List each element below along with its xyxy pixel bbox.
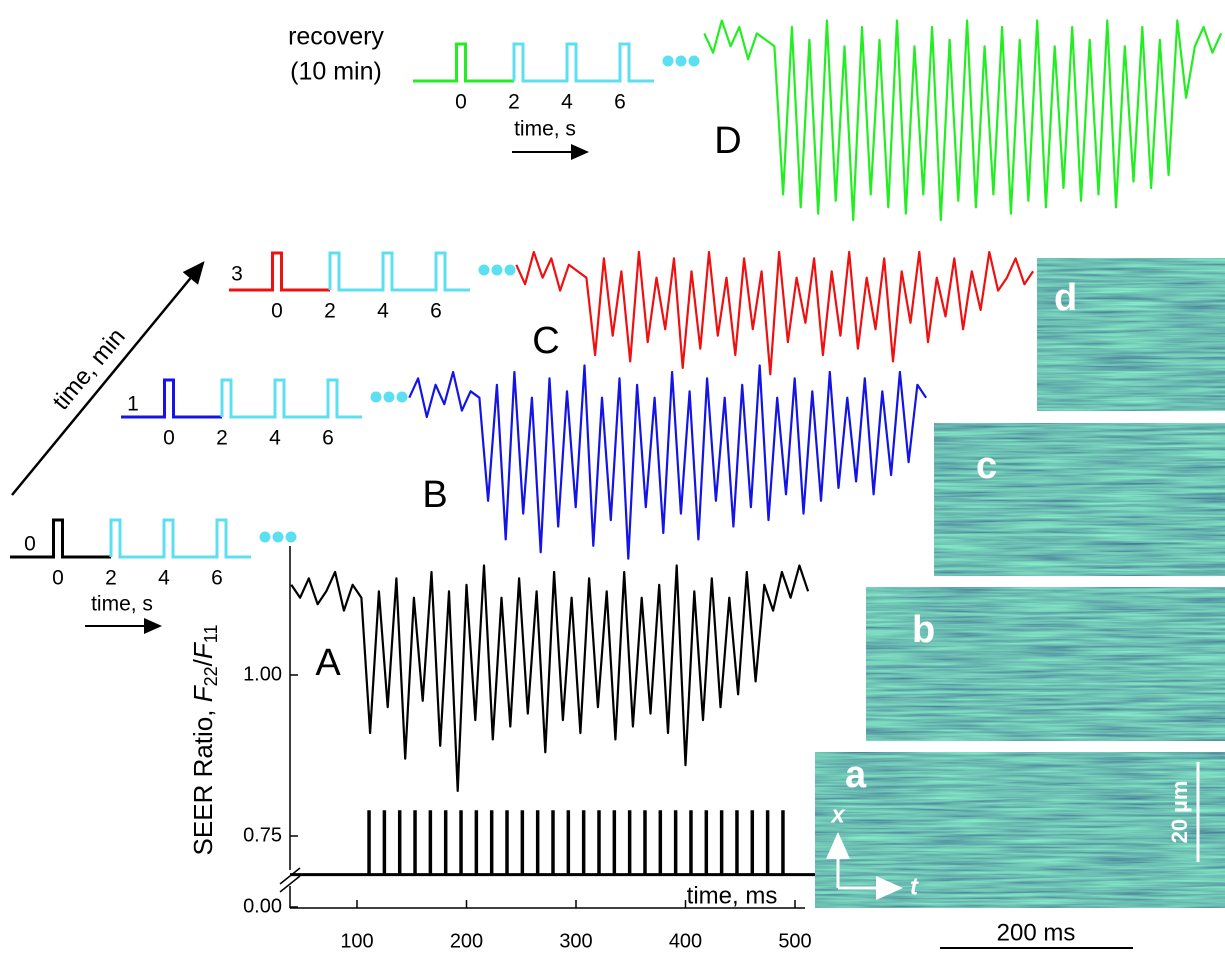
image-d <box>1037 258 1225 411</box>
protocol-tick-label: 2 <box>216 427 228 450</box>
ellipsis-dot <box>396 391 408 403</box>
axis-break <box>279 875 301 893</box>
protocol-tick-label: 0 <box>163 427 175 450</box>
protocol-first <box>229 251 330 292</box>
image-panels: a b c d t x 20 µm 200 ms <box>815 258 1225 949</box>
protocol-first <box>10 518 111 559</box>
protocol-tick-label: 2 <box>324 300 336 323</box>
protocol-label: 3 <box>231 263 243 286</box>
x-label: x <box>829 801 846 828</box>
ellipsis-dot <box>285 531 297 543</box>
y-label-part: SEER Ratio, <box>188 702 218 855</box>
image-label: b <box>912 609 935 651</box>
ellipsis-dot <box>478 264 490 276</box>
ellipsis-dot <box>259 531 271 543</box>
image-b <box>866 587 1225 741</box>
protocol-tick-label: 2 <box>508 91 520 114</box>
panel-label: D <box>714 120 741 162</box>
panel-label: B <box>422 474 447 516</box>
protocol-tick-label: 0 <box>271 300 283 323</box>
image-label: c <box>976 445 997 487</box>
protocol-train <box>109 518 251 559</box>
trace <box>408 364 928 560</box>
protocol-train <box>220 378 362 419</box>
trace <box>703 19 1223 222</box>
t-label: t <box>910 873 919 900</box>
y-axis-label: SEER Ratio, F22/F11 <box>188 625 221 856</box>
time-s-label: time, s <box>91 593 153 616</box>
recovery-sublabel: (10 min) <box>290 58 382 86</box>
recovery-label: recovery <box>288 23 384 51</box>
protocol-tick-label: 2 <box>105 567 117 590</box>
ellipsis-dot <box>383 391 395 403</box>
image-label: d <box>1054 277 1077 319</box>
time-s-label: time, s <box>514 118 576 141</box>
protocol-tick-label: 4 <box>377 300 389 323</box>
ellipsis-dot <box>272 531 284 543</box>
time-min-arrow <box>11 261 205 496</box>
image-a <box>815 752 1225 908</box>
y-label-part: F <box>188 641 218 659</box>
ellipsis-dot <box>504 264 516 276</box>
protocol-tick-label: 6 <box>430 300 442 323</box>
trace <box>515 250 1035 376</box>
protocol-tick-label: 4 <box>561 91 573 114</box>
panel-label: A <box>315 642 341 684</box>
x-axis-label: time, ms <box>687 882 778 909</box>
protocol-tick-label: 4 <box>269 427 281 450</box>
protocol-first <box>413 42 514 83</box>
x-tick-label: 200 <box>450 930 483 952</box>
protocol-train <box>328 251 470 292</box>
y-tick-label: 0.00 <box>243 895 282 917</box>
panel-label: C <box>532 320 559 362</box>
y-tick-label: 1.00 <box>243 663 282 685</box>
ellipsis-dot <box>370 391 382 403</box>
y-label-part: 22 <box>201 666 221 686</box>
protocol-tick-label: 6 <box>211 567 223 590</box>
y-tick-label: 0.75 <box>243 824 282 846</box>
image-label: a <box>845 754 867 796</box>
protocol-label: 1 <box>127 393 139 416</box>
time-scale-label: 200 ms <box>997 919 1076 946</box>
x-tick-label: 300 <box>559 930 592 952</box>
protocol-tick-label: 6 <box>322 427 334 450</box>
protocol-tick-label: 4 <box>158 567 170 590</box>
x-tick-label: 500 <box>778 930 811 952</box>
y-label-part: 11 <box>201 625 221 644</box>
trace <box>290 564 810 792</box>
ellipsis-dot <box>662 55 674 67</box>
protocol-label: 0 <box>24 533 36 556</box>
protocol-first <box>121 378 222 419</box>
x-tick-label: 100 <box>340 930 373 952</box>
scale-label: 20 µm <box>1167 781 1192 844</box>
protocol-tick-label: 6 <box>614 91 626 114</box>
y-label-part: / <box>188 658 218 666</box>
protocol-train <box>512 42 654 83</box>
y-label-part: F <box>188 684 218 702</box>
image-c <box>934 423 1225 576</box>
protocol-tick-label: 0 <box>52 567 64 590</box>
ellipsis-dot <box>688 55 700 67</box>
ellipsis-dot <box>675 55 687 67</box>
protocol-tick-label: 0 <box>455 91 467 114</box>
ellipsis-dot <box>491 264 503 276</box>
x-tick-label: 400 <box>669 930 702 952</box>
